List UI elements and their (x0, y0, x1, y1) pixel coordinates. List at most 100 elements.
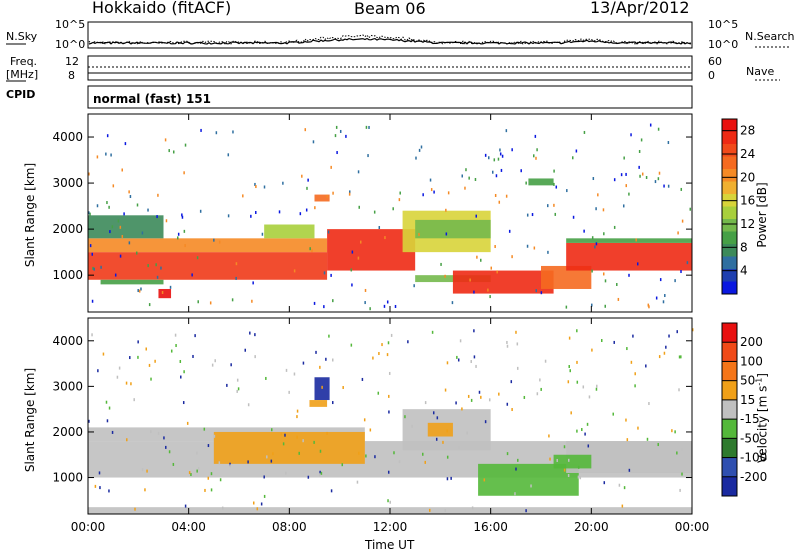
velocity-speckle (515, 330, 517, 334)
velocity-colorbar-swatch (722, 361, 737, 382)
velocity-speckle (498, 392, 500, 396)
power-speckle (636, 262, 639, 266)
power-speckle (498, 200, 501, 204)
velocity-speckle (398, 460, 401, 464)
power-speckle (91, 252, 93, 256)
power-speckle (667, 141, 670, 145)
velocity-speckle (154, 359, 156, 363)
power-speckle (476, 255, 478, 259)
power-colorbar-swatch (722, 256, 737, 270)
power-speckle (252, 281, 254, 285)
power-data (88, 123, 692, 311)
velocity-speckle (221, 506, 224, 510)
power-colorbar-swatch (722, 156, 737, 170)
power-region-1 (88, 238, 328, 253)
power-speckle (305, 208, 308, 212)
power-speckle (299, 212, 302, 216)
beam-title: Beam 06 (354, 0, 426, 18)
velocity-speckle (442, 440, 444, 444)
power-speckle (392, 207, 394, 211)
velocity-speckle (563, 445, 566, 449)
power-speckle (591, 236, 594, 240)
velocity-speckle (630, 360, 633, 364)
power-speckle (157, 193, 159, 197)
velocity-speckle (129, 356, 131, 360)
velocity-speckle (665, 345, 667, 349)
date-title: 13/Apr/2012 (590, 0, 690, 17)
velocity-speckle (296, 415, 298, 419)
velocity-speckle (315, 350, 317, 354)
velocity-speckle (539, 378, 541, 382)
power-speckle (645, 175, 648, 179)
velocity-speckle (272, 452, 274, 456)
power-speckle (165, 219, 168, 223)
velocity-speckle (182, 401, 185, 405)
velocity-speckle (99, 486, 101, 490)
power-speckle (422, 193, 424, 197)
power-speckle (420, 145, 423, 149)
power-speckle (161, 290, 164, 294)
time-xtick-label: 00:00 (71, 520, 106, 534)
velocity-speckle (372, 356, 374, 360)
power-speckle (526, 213, 529, 217)
velocity-colorbar-label-main: Velocity [m s (755, 385, 770, 463)
velocity-speckle (319, 449, 322, 453)
velocity-speckle (570, 411, 572, 415)
power-speckle (536, 148, 538, 152)
velocity-speckle (577, 465, 580, 469)
power-speckle (351, 283, 353, 287)
power-ytick-label: 1000 (52, 268, 83, 282)
power-colorbar-tick-label: 4 (740, 264, 748, 278)
velocity-speckle (634, 384, 636, 388)
velocity-speckle (549, 457, 551, 461)
velocity-speckle (473, 329, 475, 333)
power-colorbar-swatch (722, 119, 737, 132)
power-speckle (571, 156, 574, 160)
velocity-speckle (568, 365, 570, 369)
velocity-speckle (387, 341, 390, 345)
velocity-speckle (148, 363, 151, 367)
power-speckle (307, 178, 309, 182)
power-speckle (591, 303, 593, 307)
power-speckle (332, 299, 334, 303)
power-speckle (200, 128, 202, 132)
velocity-speckle (444, 509, 446, 513)
velocity-ylabel: Slant Range [km] (23, 367, 37, 473)
power-speckle (501, 154, 504, 158)
power-speckle (465, 168, 467, 172)
power-speckle (235, 262, 238, 266)
velocity-speckle (106, 419, 109, 423)
velocity-speckle (596, 384, 598, 388)
velocity-speckle (516, 342, 519, 346)
velocity-speckle (674, 430, 676, 434)
power-speckle (93, 267, 95, 271)
velocity-colorbar-swatch (722, 342, 737, 362)
power-speckle (117, 219, 120, 223)
power-region-4 (158, 288, 172, 299)
power-speckle (184, 143, 187, 147)
power-speckle (199, 209, 202, 213)
velocity-speckle (230, 363, 232, 367)
velocity-speckle (179, 359, 182, 363)
velocity-region-7 (553, 454, 592, 469)
power-speckle (489, 295, 491, 299)
velocity-speckle (271, 428, 273, 432)
power-speckle (140, 287, 142, 291)
power-speckle (595, 242, 598, 246)
velocity-colorbar-tick-label: -200 (740, 470, 767, 484)
power-speckle (662, 300, 665, 304)
power-speckle (156, 215, 158, 219)
velocity-speckle (266, 455, 268, 459)
nsearch-tick-top: 10^5 (708, 18, 739, 31)
power-speckle (334, 134, 337, 138)
power-speckle (378, 226, 381, 230)
velocity-colorbar-swatch (722, 380, 737, 401)
power-colorbar-swatch (722, 244, 737, 257)
power-speckle (349, 190, 351, 194)
power-speckle (398, 198, 401, 202)
velocity-speckle (145, 347, 147, 351)
power-speckle (617, 297, 620, 301)
velocity-colorbar-tick-label: -15 (740, 412, 760, 426)
velocity-speckle (210, 472, 213, 476)
velocity-speckle (254, 355, 256, 359)
